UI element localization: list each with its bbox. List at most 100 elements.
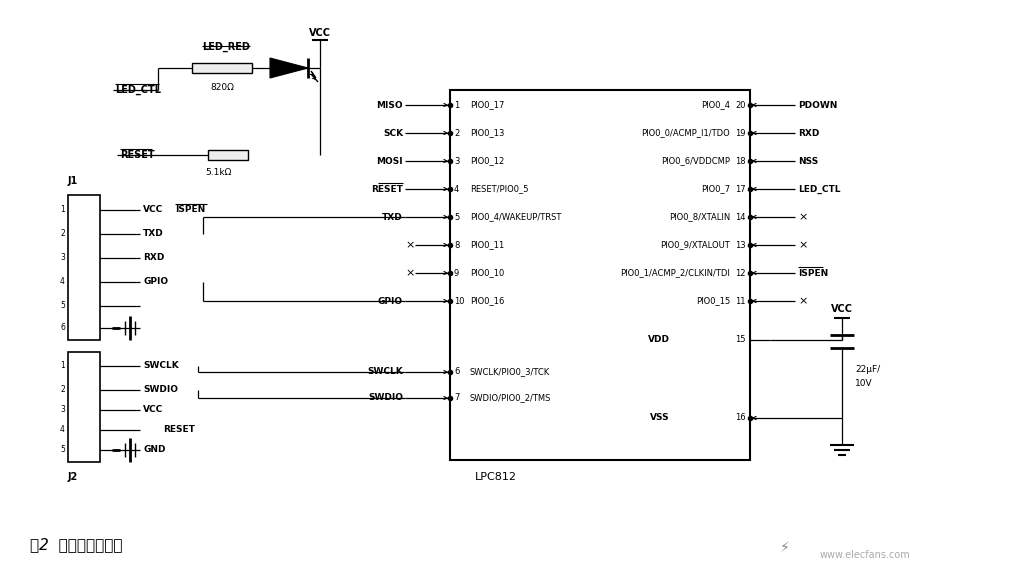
Text: 10: 10 bbox=[454, 297, 465, 305]
Text: 4: 4 bbox=[454, 184, 459, 194]
Text: 5: 5 bbox=[60, 301, 65, 310]
Text: 6: 6 bbox=[454, 367, 460, 377]
Text: PIO0_12: PIO0_12 bbox=[470, 157, 504, 165]
Text: VDD: VDD bbox=[648, 335, 670, 344]
Text: ×: × bbox=[798, 240, 807, 250]
Text: PIO0_7: PIO0_7 bbox=[700, 184, 730, 194]
Text: PIO0_9/XTALOUT: PIO0_9/XTALOUT bbox=[660, 241, 730, 249]
Text: 图2  主控芯片电路图: 图2 主控芯片电路图 bbox=[30, 537, 123, 552]
Text: 2: 2 bbox=[60, 229, 65, 238]
Text: NSS: NSS bbox=[798, 157, 818, 165]
Text: PIO0_8/XTALIN: PIO0_8/XTALIN bbox=[669, 213, 730, 222]
Text: PIO0_4/WAKEUP/TRST: PIO0_4/WAKEUP/TRST bbox=[470, 213, 561, 222]
Text: 17: 17 bbox=[735, 184, 746, 194]
Text: SCK: SCK bbox=[383, 128, 403, 138]
Text: PIO0_1/ACMP_2/CLKIN/TDI: PIO0_1/ACMP_2/CLKIN/TDI bbox=[621, 268, 730, 278]
Text: 3: 3 bbox=[60, 253, 65, 263]
Text: 1: 1 bbox=[60, 206, 65, 214]
Text: GND: GND bbox=[143, 445, 166, 454]
Text: 3: 3 bbox=[454, 157, 460, 165]
Text: ×: × bbox=[406, 268, 415, 278]
Text: MOSI: MOSI bbox=[377, 157, 403, 165]
Text: 5: 5 bbox=[60, 445, 65, 454]
Text: PIO0_4: PIO0_4 bbox=[701, 100, 730, 109]
Text: 20: 20 bbox=[735, 100, 746, 109]
Text: GPIO: GPIO bbox=[143, 278, 168, 286]
Text: RXD: RXD bbox=[798, 128, 819, 138]
Text: 4: 4 bbox=[60, 426, 65, 434]
Text: 8: 8 bbox=[454, 241, 460, 249]
Text: RXD: RXD bbox=[143, 253, 165, 263]
Text: VCC: VCC bbox=[309, 28, 331, 38]
Text: 5: 5 bbox=[454, 213, 459, 222]
Text: PIO0_15: PIO0_15 bbox=[695, 297, 730, 305]
Text: RESET/PIO0_5: RESET/PIO0_5 bbox=[470, 184, 528, 194]
Text: 5.1kΩ: 5.1kΩ bbox=[205, 168, 231, 177]
Text: PIO0_16: PIO0_16 bbox=[470, 297, 505, 305]
Text: ⚡: ⚡ bbox=[780, 541, 790, 555]
Text: 820Ω: 820Ω bbox=[210, 83, 233, 92]
Text: 22μF/: 22μF/ bbox=[855, 366, 880, 374]
Text: 14: 14 bbox=[735, 213, 746, 222]
Text: SWDIO: SWDIO bbox=[143, 385, 178, 395]
Text: 1: 1 bbox=[60, 362, 65, 370]
Text: MISO: MISO bbox=[377, 100, 403, 109]
Text: SWDIO/PIO0_2/TMS: SWDIO/PIO0_2/TMS bbox=[470, 393, 551, 403]
Text: LPC812: LPC812 bbox=[475, 472, 517, 482]
Text: ×: × bbox=[798, 296, 807, 306]
Polygon shape bbox=[270, 58, 308, 78]
Text: J1: J1 bbox=[68, 176, 78, 186]
Text: LED_CTL: LED_CTL bbox=[798, 184, 841, 194]
Text: VSS: VSS bbox=[650, 414, 670, 423]
Bar bbox=[208, 150, 248, 160]
Text: PIO0_11: PIO0_11 bbox=[470, 241, 504, 249]
Text: 12: 12 bbox=[735, 268, 746, 278]
Text: VCC: VCC bbox=[831, 304, 853, 314]
Text: 10V: 10V bbox=[855, 378, 872, 388]
Bar bbox=[450, 90, 750, 460]
Text: 19: 19 bbox=[735, 128, 746, 138]
Text: 3: 3 bbox=[60, 406, 65, 415]
Text: www.elecfans.com: www.elecfans.com bbox=[820, 550, 910, 560]
Text: ×: × bbox=[406, 240, 415, 250]
Text: 15: 15 bbox=[735, 335, 746, 344]
Text: PIO0_17: PIO0_17 bbox=[470, 100, 505, 109]
Text: PIO0_10: PIO0_10 bbox=[470, 268, 504, 278]
Text: LED_RED: LED_RED bbox=[202, 41, 250, 52]
Text: VCC: VCC bbox=[143, 206, 163, 214]
Text: ×: × bbox=[798, 212, 807, 222]
Text: 6: 6 bbox=[60, 324, 65, 332]
Text: ISPEN: ISPEN bbox=[798, 268, 828, 278]
Text: VCC: VCC bbox=[143, 406, 163, 415]
Text: PIO0_13: PIO0_13 bbox=[470, 128, 505, 138]
Text: SWDIO: SWDIO bbox=[368, 393, 403, 403]
Text: 2: 2 bbox=[60, 385, 65, 395]
Bar bbox=[68, 352, 100, 462]
Text: SWCLK: SWCLK bbox=[368, 367, 403, 377]
Text: LED_CTL: LED_CTL bbox=[115, 85, 161, 95]
Text: 9: 9 bbox=[454, 268, 459, 278]
Text: 13: 13 bbox=[735, 241, 746, 249]
Text: SWCLK/PIO0_3/TCK: SWCLK/PIO0_3/TCK bbox=[470, 367, 550, 377]
Text: SWCLK: SWCLK bbox=[143, 362, 179, 370]
Text: J2: J2 bbox=[68, 472, 78, 482]
Text: PDOWN: PDOWN bbox=[798, 100, 838, 109]
Text: 2: 2 bbox=[454, 128, 459, 138]
Text: RESET: RESET bbox=[371, 184, 403, 194]
Bar bbox=[193, 63, 252, 73]
Text: PIO0_0/ACMP_I1/TDO: PIO0_0/ACMP_I1/TDO bbox=[641, 128, 730, 138]
Text: 18: 18 bbox=[735, 157, 746, 165]
Text: 7: 7 bbox=[454, 393, 460, 403]
Text: 1: 1 bbox=[454, 100, 459, 109]
Text: 11: 11 bbox=[735, 297, 746, 305]
Text: TXD: TXD bbox=[143, 229, 164, 238]
Text: RESET: RESET bbox=[120, 150, 155, 160]
Text: 16: 16 bbox=[735, 414, 746, 423]
Text: TXD: TXD bbox=[382, 213, 403, 222]
Text: ISPEN: ISPEN bbox=[175, 206, 205, 214]
Text: 4: 4 bbox=[60, 278, 65, 286]
Bar bbox=[68, 195, 100, 340]
Text: GPIO: GPIO bbox=[378, 297, 403, 305]
Text: PIO0_6/VDDCMP: PIO0_6/VDDCMP bbox=[662, 157, 730, 165]
Text: RESET: RESET bbox=[163, 426, 195, 434]
